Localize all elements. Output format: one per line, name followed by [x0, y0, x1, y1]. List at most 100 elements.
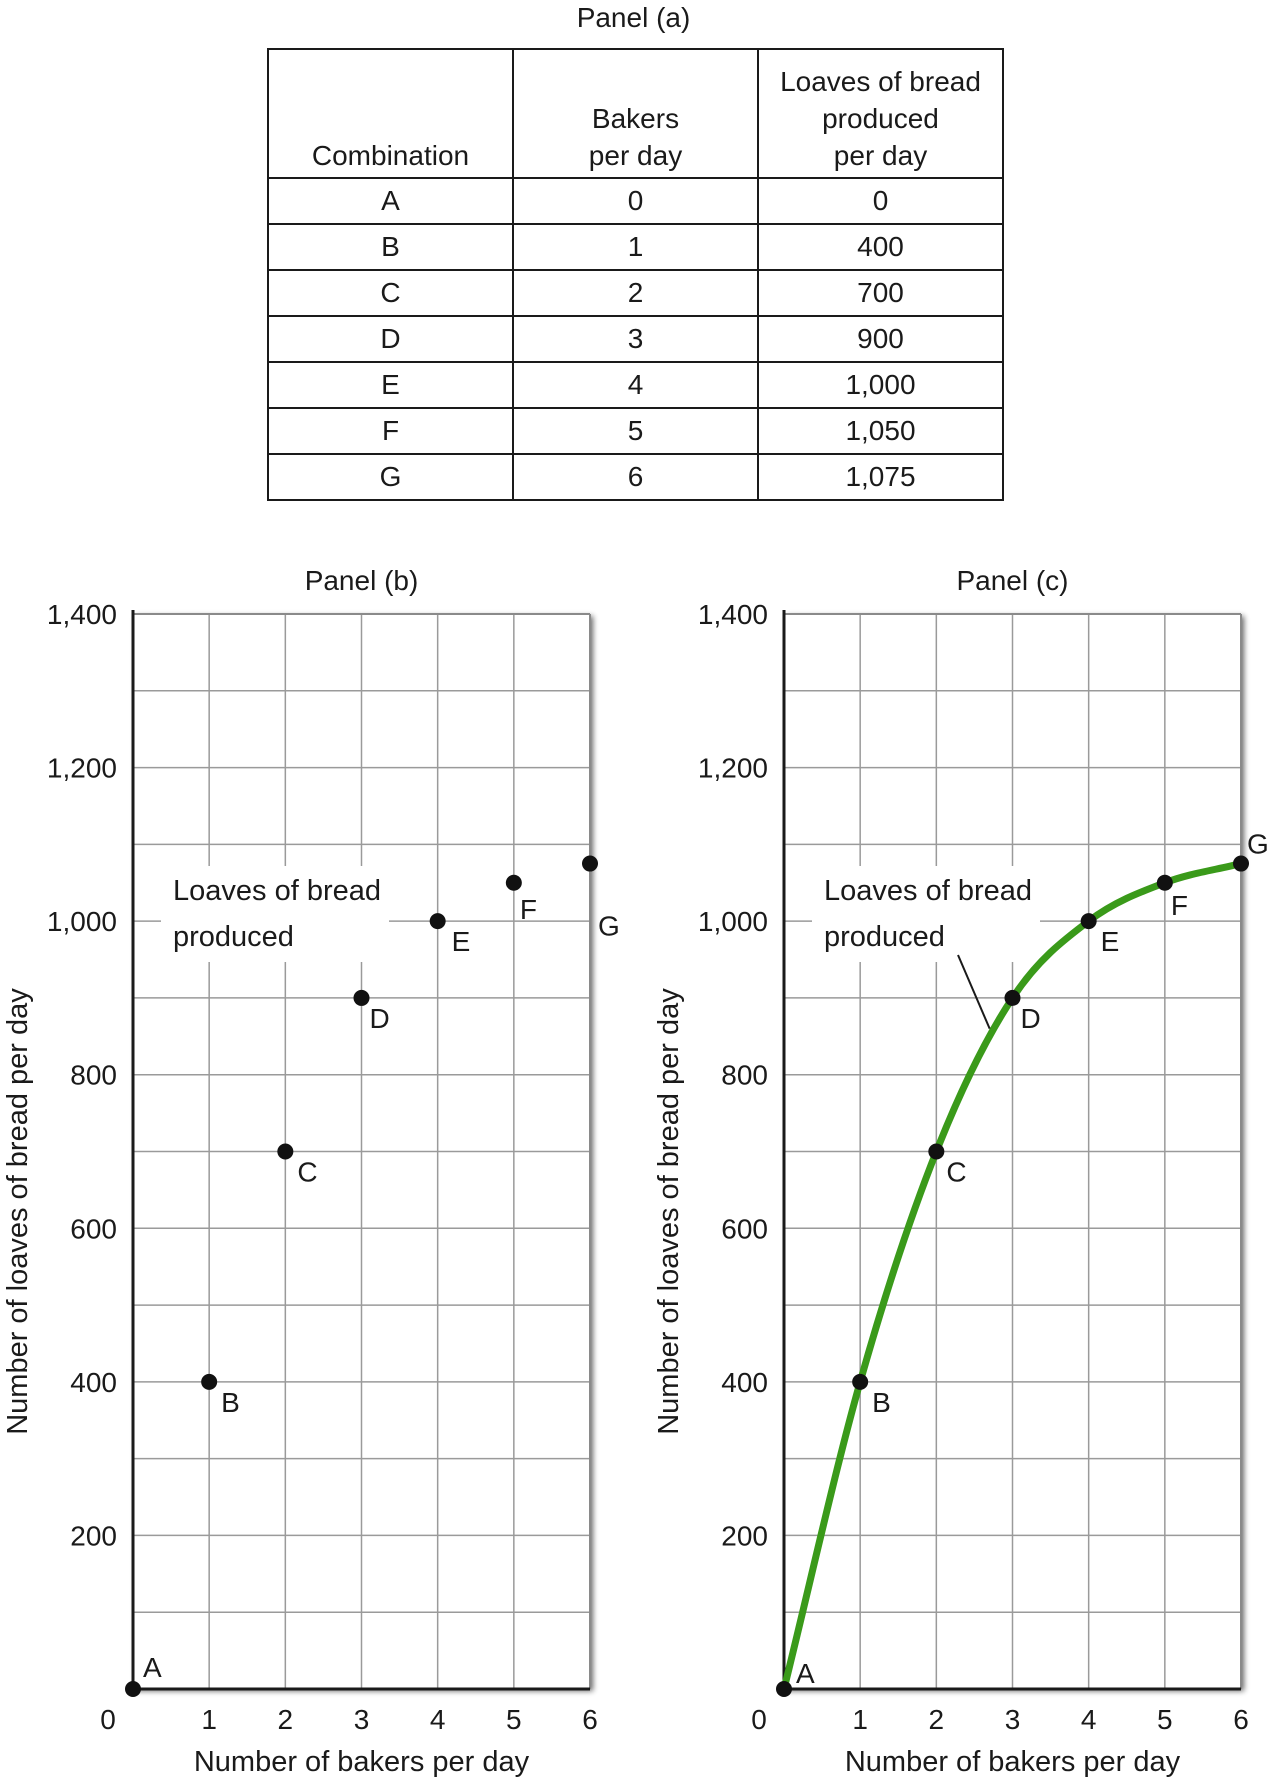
x-tick-label: 0 [100, 1704, 116, 1735]
header-line: per day [833, 140, 928, 171]
y-tick-label: 1,400 [47, 599, 117, 630]
y-tick-label: 1,400 [698, 599, 768, 630]
point-label-a: A [143, 1652, 162, 1683]
data-point-f [505, 874, 522, 891]
panel-a-title: Panel (a) [576, 2, 691, 33]
data-point-g [582, 855, 598, 872]
point-label-e: E [1101, 926, 1120, 957]
x-tick-label: 4 [1081, 1704, 1097, 1735]
point-label-d: D [370, 1003, 390, 1034]
x-tick-label: 1 [201, 1704, 217, 1735]
y-axis-label: Number of loaves of bread per day [2, 988, 34, 1435]
x-tick-label: 3 [354, 1704, 370, 1735]
cell-combination: D [267, 315, 514, 363]
cell-loaves: 1,050 [757, 407, 1004, 455]
chart-title: Panel (b) [305, 565, 419, 596]
data-point-a [776, 1681, 792, 1697]
point-label-c: C [946, 1157, 966, 1188]
x-axis-label: Number of bakers per day [845, 1746, 1181, 1778]
x-tick-label: 5 [506, 1704, 522, 1735]
cell-loaves: 700 [757, 269, 1004, 317]
cell-bakers: 4 [512, 361, 759, 409]
table-header-row: Combination Bakers per day Loaves of brea… [267, 48, 1004, 179]
chart-title: Panel (c) [956, 565, 1068, 596]
y-tick-label: 1,200 [698, 753, 768, 784]
header-line: produced [822, 103, 939, 134]
series-line [780, 860, 1245, 1693]
y-tick-label: 1,000 [698, 906, 768, 937]
y-tick-label: 400 [721, 1367, 768, 1398]
cell-loaves: 0 [757, 177, 1004, 225]
point-label-e: E [452, 926, 471, 957]
point-label-b: B [221, 1387, 240, 1418]
point-label-b: B [872, 1387, 891, 1418]
table-row: D 3 900 [267, 315, 1004, 363]
y-tick-label: 600 [721, 1213, 768, 1244]
data-point-c [277, 1143, 294, 1160]
point-label-f: F [520, 894, 537, 925]
data-point-d [353, 989, 370, 1006]
data-point-d [1004, 989, 1021, 1006]
x-tick-label: 5 [1157, 1704, 1173, 1735]
annotation-label: Loaves of bread [824, 875, 1032, 907]
y-tick-label: 200 [70, 1520, 117, 1551]
cell-loaves: 1,075 [757, 453, 1004, 501]
combination-table: Combination Bakers per day Loaves of brea… [267, 48, 1004, 501]
point-label-a: A [796, 1658, 815, 1689]
x-axis-label: Number of bakers per day [194, 1746, 530, 1778]
x-tick-label: 3 [1005, 1704, 1021, 1735]
x-tick-label: 0 [751, 1704, 767, 1735]
point-label-g: G [1247, 829, 1269, 860]
cell-loaves: 1,000 [757, 361, 1004, 409]
cell-loaves: 400 [757, 223, 1004, 271]
x-tick-label: 6 [1233, 1704, 1249, 1735]
header-bakers: Bakers per day [512, 48, 759, 179]
x-tick-label: 4 [430, 1704, 446, 1735]
data-point-f [1156, 874, 1173, 891]
point-label-c: C [297, 1157, 317, 1188]
table-row: B 1 400 [267, 223, 1004, 271]
data-point-a [125, 1681, 141, 1697]
x-tick-label: 2 [929, 1704, 945, 1735]
cell-combination: B [267, 223, 514, 271]
table-row: E 4 1,000 [267, 361, 1004, 409]
cell-combination: E [267, 361, 514, 409]
cell-combination: F [267, 407, 514, 455]
point-label-g: G [598, 911, 620, 942]
y-tick-label: 1,000 [47, 906, 117, 937]
y-axis-label: Number of loaves of bread per day [653, 988, 685, 1435]
y-tick-label: 800 [721, 1060, 768, 1091]
point-label-d: D [1021, 1003, 1041, 1034]
cell-bakers: 6 [512, 453, 759, 501]
data-point-b [201, 1373, 218, 1390]
x-tick-label: 6 [582, 1704, 598, 1735]
table-row: C 2 700 [267, 269, 1004, 317]
annotation-label: produced [173, 921, 294, 953]
data-point-c [928, 1143, 945, 1160]
cell-bakers: 5 [512, 407, 759, 455]
annotation-backing [161, 866, 389, 962]
point-label-f: F [1171, 890, 1188, 921]
data-point-e [1080, 913, 1097, 930]
cell-combination: C [267, 269, 514, 317]
table-row: F 5 1,050 [267, 407, 1004, 455]
y-tick-label: 800 [70, 1060, 117, 1091]
header-line: per day [588, 140, 683, 171]
annotation-leader-line [957, 954, 991, 1030]
header-combination: Combination [267, 48, 514, 179]
panel-b-chart: Panel (b) 200 400 600 800 1,000 1,200 1,400 0 1 2 3… [2, 565, 620, 1778]
header-loaves: Loaves of bread produced per day [757, 48, 1004, 179]
x-tick-label: 2 [278, 1704, 294, 1735]
cell-bakers: 2 [512, 269, 759, 317]
cell-bakers: 0 [512, 177, 759, 225]
table-row: G 6 1,075 [267, 453, 1004, 501]
header-line: Combination [311, 140, 470, 171]
header-line: Loaves of bread [780, 66, 981, 97]
data-point-g [1233, 855, 1249, 872]
cell-loaves: 900 [757, 315, 1004, 363]
data-point-b [852, 1373, 869, 1390]
annotation-backing [812, 866, 1040, 962]
cell-bakers: 3 [512, 315, 759, 363]
